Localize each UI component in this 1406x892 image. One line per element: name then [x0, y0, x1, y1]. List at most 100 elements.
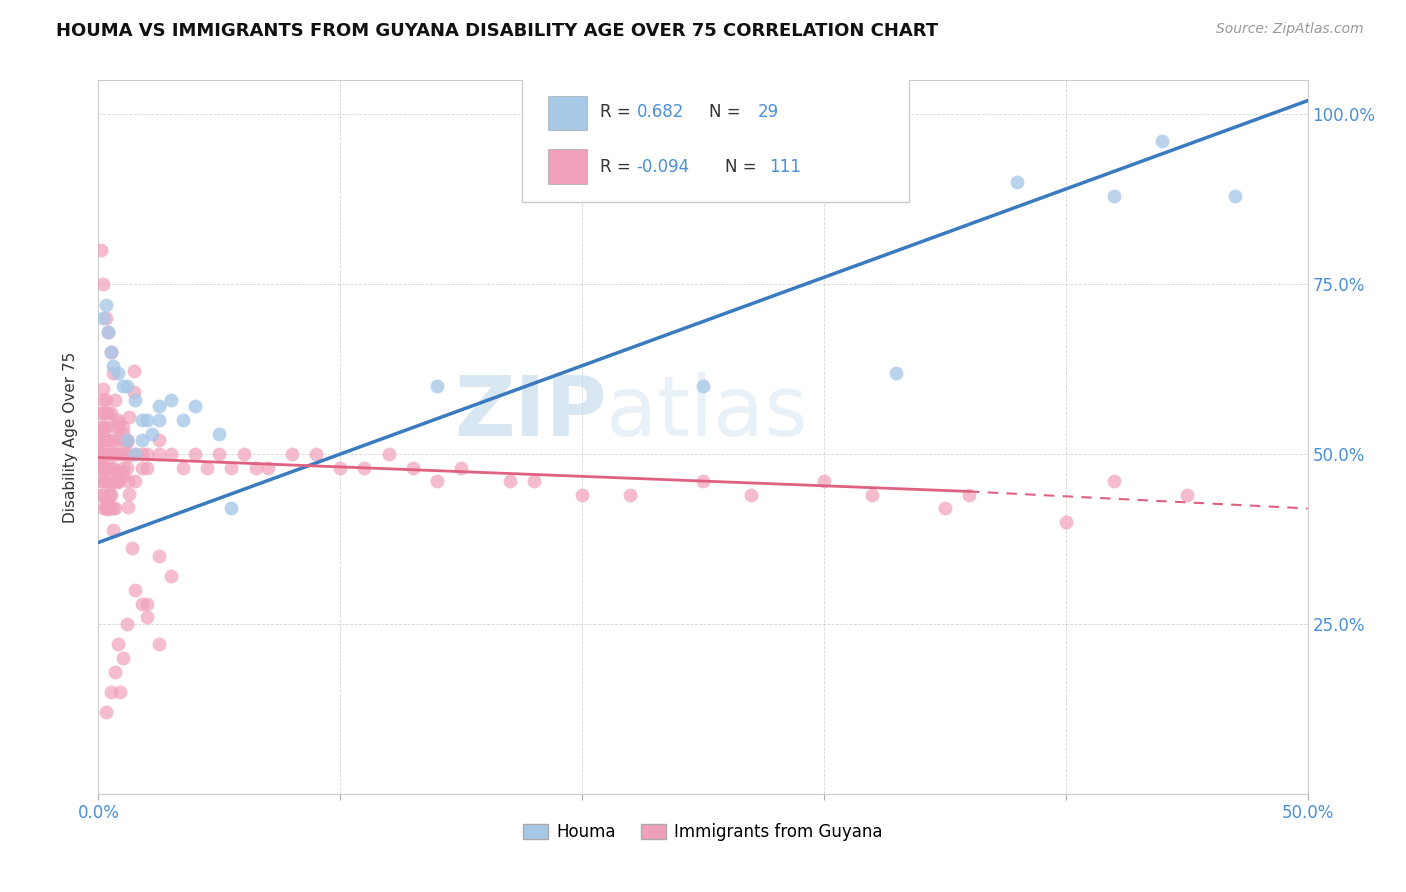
Point — [160, 447, 183, 461]
Point — [1102, 475, 1125, 489]
Point — [90, 460, 112, 475]
Point — [90, 447, 112, 461]
Point — [957, 488, 980, 502]
Point — [107, 413, 129, 427]
Point — [426, 475, 449, 489]
Text: R =: R = — [600, 158, 637, 176]
Point — [94, 434, 117, 448]
Point — [105, 464, 128, 478]
Point — [860, 488, 883, 502]
Point — [90, 488, 112, 502]
Point — [91, 475, 114, 489]
Point — [104, 392, 127, 407]
Point — [101, 359, 124, 373]
Point — [108, 685, 131, 699]
Point — [91, 434, 114, 448]
Point — [97, 325, 120, 339]
Point — [523, 475, 546, 489]
Point — [91, 460, 114, 475]
Point — [135, 447, 157, 461]
Point — [329, 460, 352, 475]
Point — [100, 406, 122, 420]
Point — [1007, 175, 1029, 189]
Point — [148, 447, 170, 461]
Point — [305, 447, 328, 461]
Point — [124, 447, 146, 461]
Point — [124, 447, 146, 461]
Point — [104, 501, 127, 516]
Point — [100, 488, 122, 502]
Point — [184, 400, 207, 414]
Point — [90, 406, 112, 420]
Point — [148, 413, 170, 427]
Point — [103, 418, 125, 433]
Point — [692, 475, 714, 489]
Point — [94, 475, 117, 489]
Point — [172, 413, 194, 427]
Point — [91, 447, 114, 461]
Point — [118, 409, 141, 424]
Point — [90, 434, 112, 448]
Point — [160, 392, 183, 407]
Point — [934, 501, 956, 516]
Point — [117, 474, 139, 488]
Text: N =: N = — [709, 103, 747, 121]
Point — [90, 434, 112, 448]
Point — [117, 434, 139, 448]
Text: N =: N = — [724, 158, 762, 176]
Point — [245, 460, 267, 475]
FancyBboxPatch shape — [548, 150, 586, 184]
Point — [1102, 189, 1125, 203]
Point — [121, 541, 143, 555]
Point — [148, 400, 170, 414]
Point — [232, 447, 254, 461]
Legend: Houma, Immigrants from Guyana: Houma, Immigrants from Guyana — [515, 815, 891, 850]
Point — [117, 434, 139, 448]
Point — [90, 456, 112, 470]
Point — [107, 420, 129, 434]
Point — [91, 392, 114, 407]
Point — [104, 475, 127, 489]
Point — [1223, 189, 1246, 203]
Point — [117, 500, 139, 514]
Point — [160, 569, 183, 583]
Point — [107, 475, 129, 490]
Point — [124, 364, 146, 378]
Point — [90, 447, 112, 461]
Point — [90, 475, 112, 489]
Point — [135, 610, 157, 624]
Point — [91, 447, 114, 461]
Point — [141, 426, 163, 441]
Point — [135, 597, 157, 611]
Point — [100, 460, 122, 475]
Point — [426, 379, 449, 393]
Point — [97, 475, 120, 489]
Point — [1152, 135, 1174, 149]
Point — [886, 366, 908, 380]
Point — [221, 460, 243, 475]
Point — [131, 460, 153, 475]
Point — [111, 447, 134, 461]
Point — [96, 502, 118, 516]
Point — [100, 447, 122, 461]
Point — [353, 460, 375, 475]
Point — [104, 447, 127, 461]
Point — [94, 297, 117, 311]
Point — [111, 651, 134, 665]
Point — [100, 685, 122, 699]
Point — [98, 477, 121, 491]
Point — [221, 501, 243, 516]
Point — [256, 460, 278, 475]
Point — [89, 438, 111, 452]
Point — [131, 597, 153, 611]
Point — [94, 447, 117, 461]
Point — [131, 413, 153, 427]
Point — [1175, 488, 1198, 502]
Point — [148, 637, 170, 651]
Point — [124, 392, 146, 407]
Point — [402, 460, 425, 475]
Point — [111, 379, 134, 393]
Point — [111, 426, 134, 441]
Point — [498, 475, 520, 489]
Point — [1054, 515, 1077, 529]
